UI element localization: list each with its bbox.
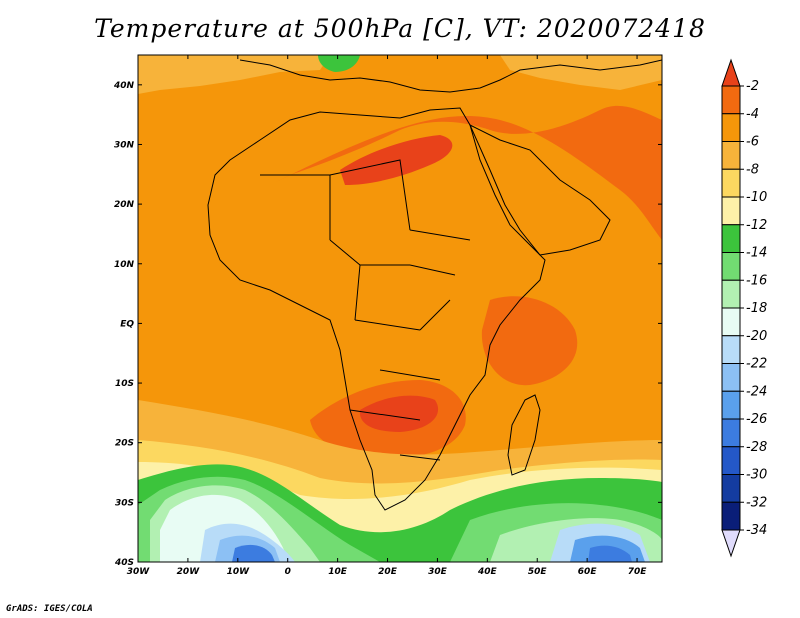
map-title: Temperature at 500hPa [C], VT: 202007241… — [94, 14, 706, 43]
colorbar-swatch — [721, 390, 741, 420]
field-band-minus8 — [138, 55, 330, 94]
lon-tick-label: 10W — [227, 567, 251, 577]
colorbar-swatch — [721, 224, 741, 253]
lat-tick-label: 10N — [114, 260, 135, 270]
colorbar-swatch — [721, 141, 741, 170]
colorbar-label: -14 — [746, 246, 767, 261]
colorbar-label: -26 — [746, 412, 767, 427]
colorbar-label: -2 — [746, 79, 759, 94]
colorbar-swatch — [721, 474, 741, 503]
colorbar-swatch — [721, 363, 741, 392]
colorbar-label: -22 — [746, 357, 767, 372]
lat-tick-label: 40N — [113, 81, 135, 91]
lon-tick-label: 40E — [477, 567, 498, 577]
arabia-coastline — [468, 123, 611, 256]
colorbar-swatch — [721, 335, 741, 364]
lat-tick-label: 20S — [115, 439, 134, 449]
colorbar-swatch — [721, 418, 741, 448]
lat-tick-label: 40S — [114, 558, 134, 568]
field-band-minus14-north — [318, 55, 360, 72]
latitude-axis: 40N 30N 20N 10N EQ 10S 20S 30S 40S — [113, 81, 662, 568]
colorbar-swatch — [721, 307, 741, 337]
colorbar-label: -32 — [746, 495, 767, 510]
madagascar-coastline — [507, 394, 541, 476]
colorbar-label: -24 — [746, 384, 767, 399]
field-band-minus2-sahara — [340, 135, 453, 185]
coastlines — [207, 59, 662, 511]
grads-credit: GrADS: IGES/COLA — [6, 604, 93, 614]
lat-tick-label: 30N — [114, 140, 135, 150]
field-band-minus4-sahara — [260, 105, 662, 240]
colorbar-label: -10 — [746, 190, 767, 205]
lon-tick-label: 60E — [578, 567, 598, 577]
colorbar-label: -8 — [746, 162, 759, 177]
lon-tick-label: 20E — [378, 567, 398, 577]
lon-tick-label: 20W — [177, 567, 201, 577]
colorbar-swatch — [721, 196, 741, 226]
colorbar-swatch — [721, 113, 741, 142]
field-band-minus28-southwest — [232, 544, 275, 562]
colorbar-label: -28 — [746, 440, 767, 455]
lon-tick-label: 10E — [328, 567, 348, 577]
colorbar-label: -18 — [746, 301, 767, 316]
interior-borders — [260, 159, 471, 461]
colorbar-label: -30 — [746, 468, 767, 483]
colorbar-label: -34 — [746, 523, 767, 538]
colorbar-swatch — [721, 58, 741, 87]
colorbar-swatch — [721, 529, 741, 558]
colorbar-label: -6 — [746, 135, 759, 150]
lon-tick-label: 70E — [628, 567, 648, 577]
field-band-minus28-southeast — [588, 545, 632, 562]
europe-coastline — [239, 59, 662, 93]
lat-tick-label: 10S — [115, 379, 134, 389]
lon-tick-label: 0 — [285, 567, 291, 577]
colorbar-swatch — [721, 252, 741, 281]
lat-tick-label: EQ — [120, 319, 134, 329]
lon-tick-label: 30E — [428, 567, 448, 577]
colorbar-swatch — [721, 501, 741, 531]
field-band-minus2-south — [359, 395, 439, 432]
colorbar-label: -16 — [746, 273, 767, 288]
field-band-minus8-east — [500, 55, 662, 90]
map-frame — [137, 54, 663, 563]
colorbar-label: -4 — [746, 107, 759, 122]
colorbar-swatch — [721, 85, 741, 115]
colorbar-label: -12 — [746, 218, 767, 233]
colorbar-swatch — [721, 279, 741, 309]
lat-tick-label: 30S — [115, 498, 134, 508]
longitude-axis: 30W 20W 10W 0 10E 20E 30E 40E 50E 60E 70E — [127, 55, 647, 577]
lon-tick-label: 30W — [127, 567, 151, 577]
colorbar-swatch — [721, 446, 741, 475]
africa-coastline — [207, 107, 546, 511]
lat-tick-label: 20N — [114, 200, 135, 210]
lon-tick-label: 50E — [528, 567, 548, 577]
temperature-field — [138, 55, 662, 562]
colorbar-label: -20 — [746, 329, 767, 344]
colorbar-swatch — [721, 168, 741, 198]
colorbar: -2 -4 -6 -8 -10 -12 -14 -16 -18 -20 -22 -24 -26 -28 -3… — [721, 58, 767, 558]
